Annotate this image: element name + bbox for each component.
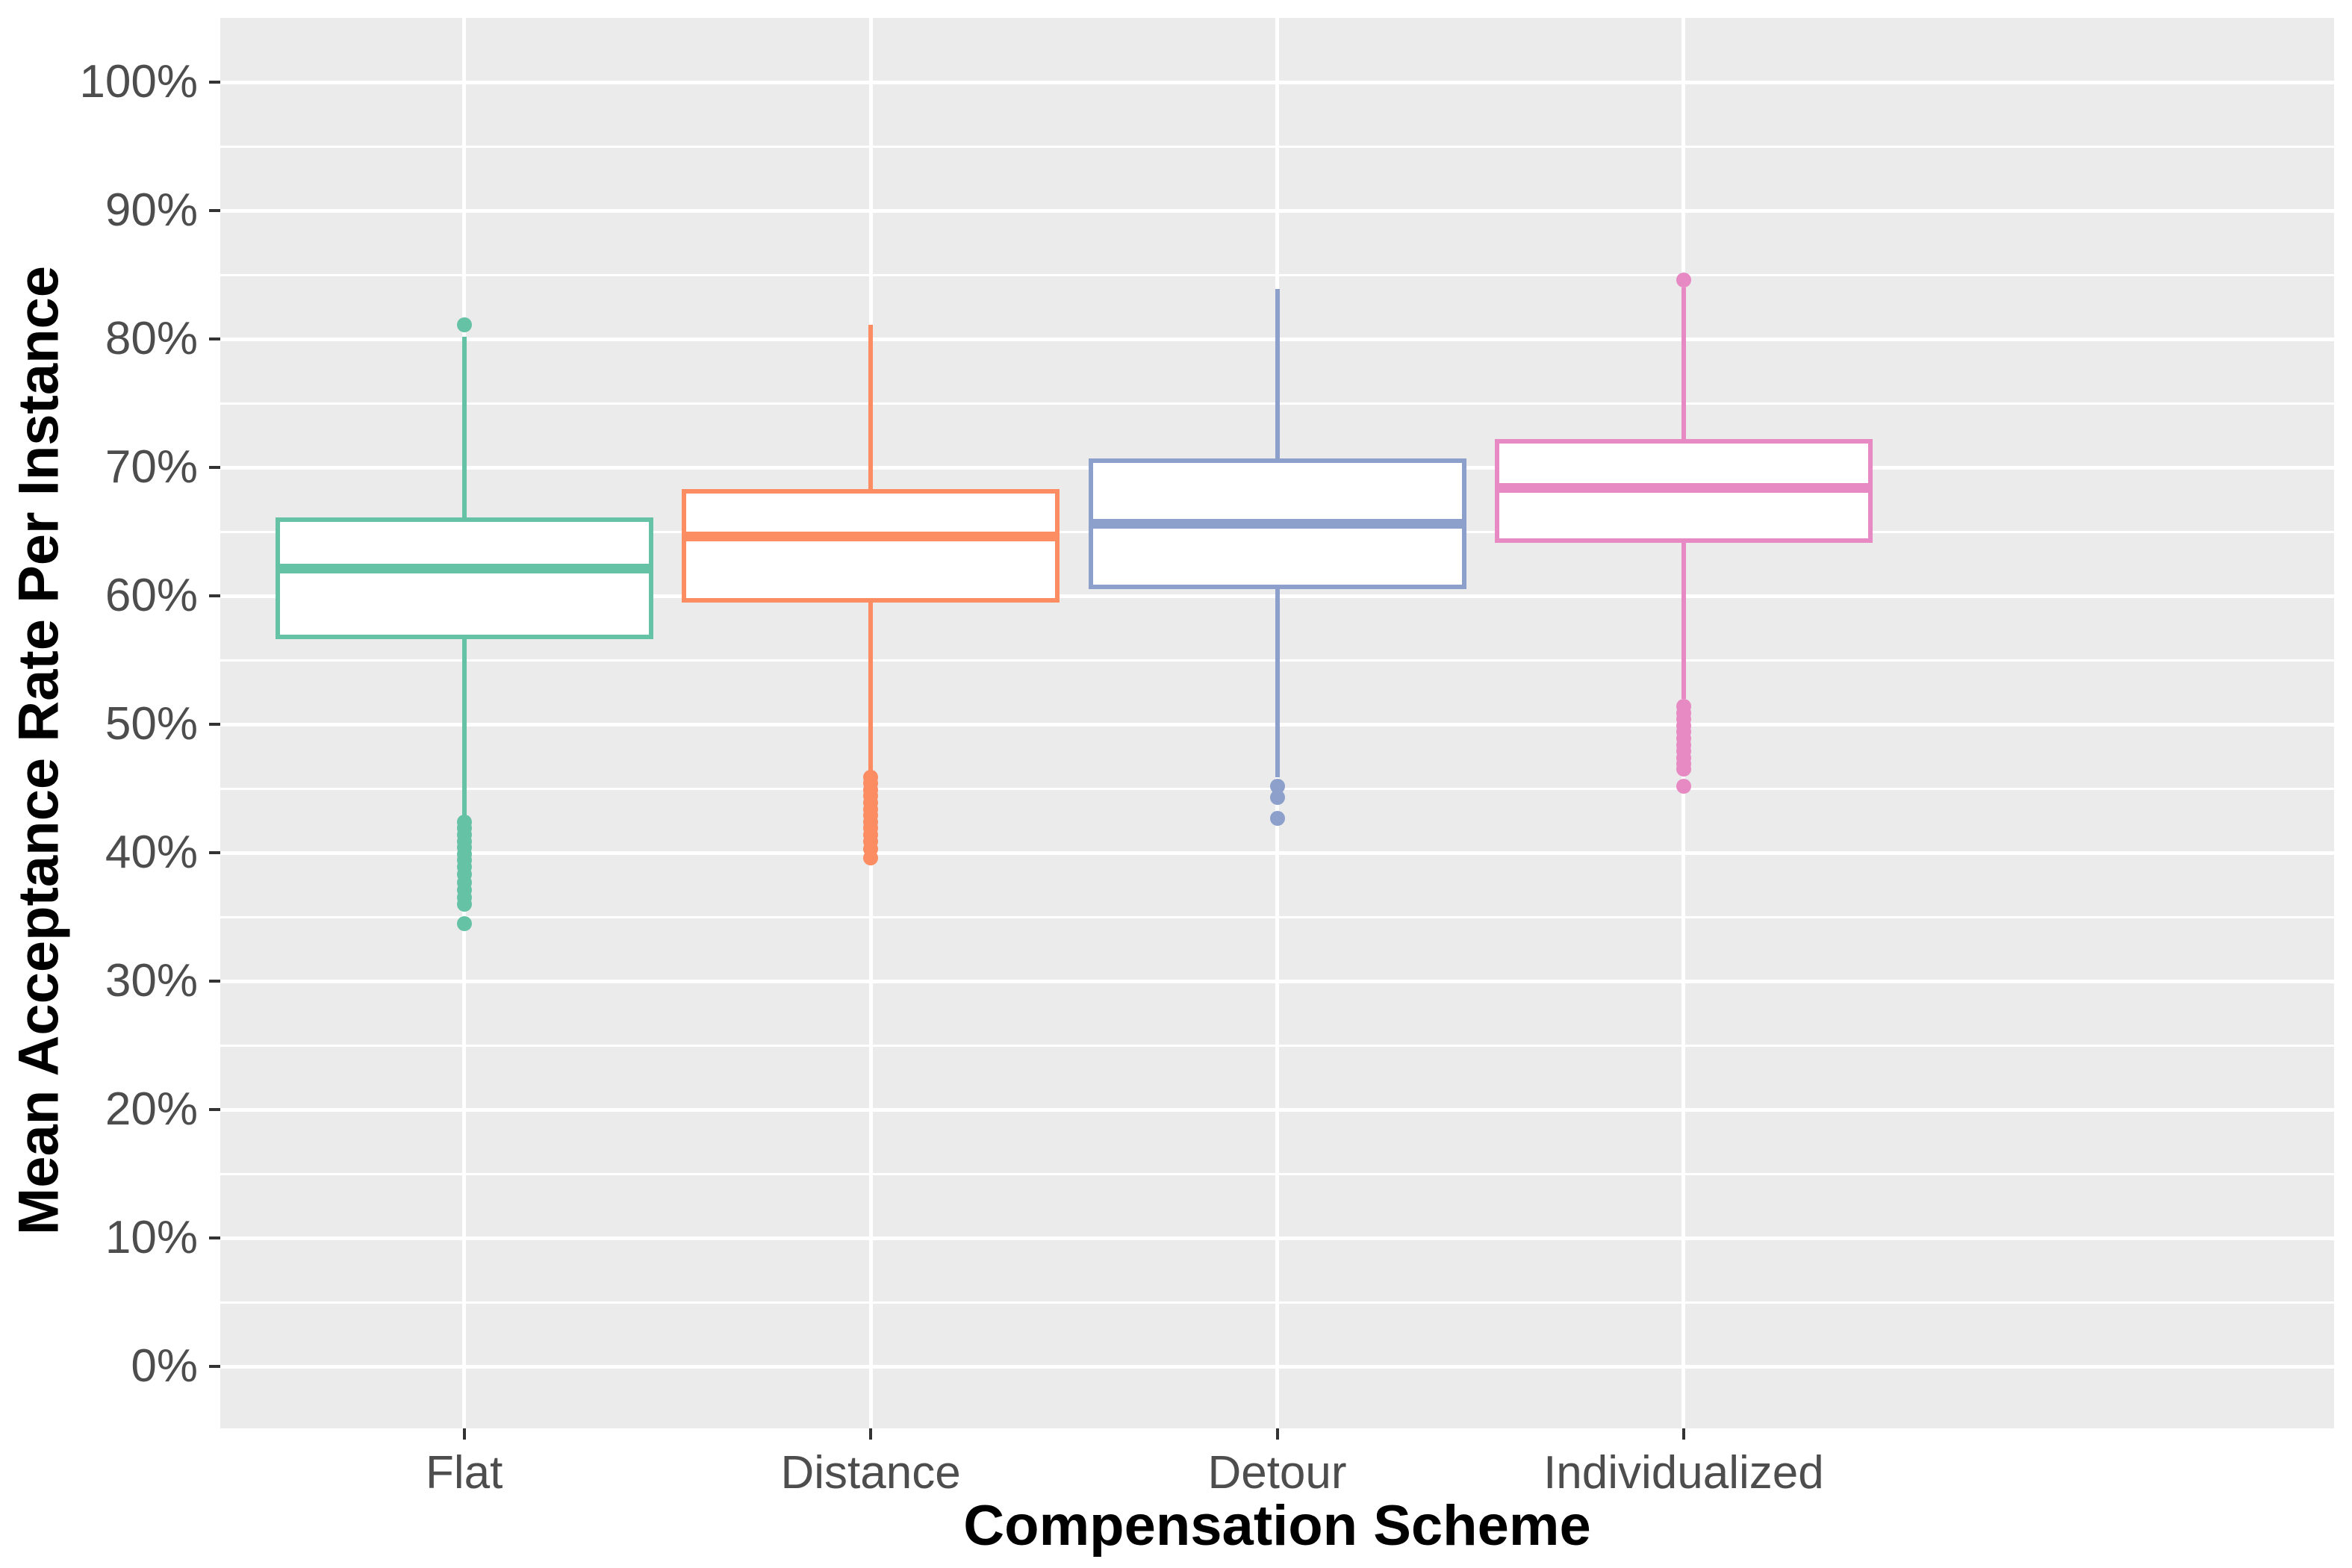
outlier-dot-flat — [456, 896, 472, 912]
y-tick-mark — [209, 851, 220, 854]
whisker-upper-flat — [461, 336, 467, 518]
y-tick-mark — [209, 1365, 220, 1368]
box-flat — [275, 517, 653, 640]
y-tick-mark — [209, 1108, 220, 1111]
y-tick-label: 0% — [131, 1340, 198, 1392]
whisker-lower-detour — [1275, 589, 1280, 777]
x-tick-label-individualized: Individualized — [1543, 1447, 1824, 1499]
x-tick-mark — [462, 1428, 466, 1440]
y-tick-label: 10% — [105, 1212, 198, 1263]
whisker-lower-flat — [461, 639, 467, 817]
y-tick-mark — [209, 1236, 220, 1239]
whisker-upper-detour — [1275, 288, 1280, 458]
y-tick-label: 90% — [105, 184, 198, 236]
y-tick-mark — [209, 81, 220, 84]
y-tick-mark — [209, 466, 220, 469]
y-tick-label: 30% — [105, 955, 198, 1007]
y-tick-mark — [209, 723, 220, 726]
outlier-dot-distance — [863, 850, 879, 865]
outlier-dot-individualized — [1676, 778, 1691, 794]
median-line-individualized — [1499, 483, 1868, 494]
outlier-dot-detour — [1269, 790, 1285, 806]
y-tick-label: 80% — [105, 313, 198, 364]
x-tick-label-distance: Distance — [780, 1447, 961, 1499]
y-tick-label: 50% — [105, 698, 198, 750]
median-line-flat — [279, 564, 649, 574]
whisker-upper-individualized — [1681, 287, 1686, 440]
x-tick-label-flat: Flat — [425, 1447, 503, 1499]
x-tick-mark — [1681, 1428, 1685, 1440]
whisker-upper-distance — [868, 325, 874, 490]
outlier-dot-individualized — [1676, 762, 1691, 777]
x-tick-mark — [869, 1428, 873, 1440]
whisker-lower-individualized — [1681, 543, 1686, 699]
y-tick-label: 60% — [105, 570, 198, 621]
x-axis-title: Compensation Scheme — [963, 1494, 1591, 1558]
y-tick-label: 70% — [105, 441, 198, 493]
outlier-dot-individualized — [1676, 272, 1691, 287]
y-tick-label: 20% — [105, 1083, 198, 1135]
whisker-lower-distance — [868, 602, 874, 772]
y-tick-label: 100% — [79, 56, 198, 108]
median-line-distance — [686, 532, 1056, 542]
outlier-dot-detour — [1269, 810, 1285, 826]
x-tick-mark — [1275, 1428, 1279, 1440]
outlier-dot-flat — [456, 317, 472, 333]
outlier-dot-flat — [456, 915, 472, 931]
y-tick-mark — [209, 594, 220, 597]
y-tick-mark — [209, 337, 220, 340]
outlier-dot-detour — [1269, 778, 1285, 794]
y-tick-mark — [209, 980, 220, 983]
x-tick-label-detour: Detour — [1207, 1447, 1347, 1499]
y-tick-label: 40% — [105, 827, 198, 878]
y-tick-mark — [209, 209, 220, 212]
median-line-detour — [1092, 519, 1462, 529]
box-distance — [682, 489, 1060, 603]
plot-panel — [220, 18, 2334, 1428]
